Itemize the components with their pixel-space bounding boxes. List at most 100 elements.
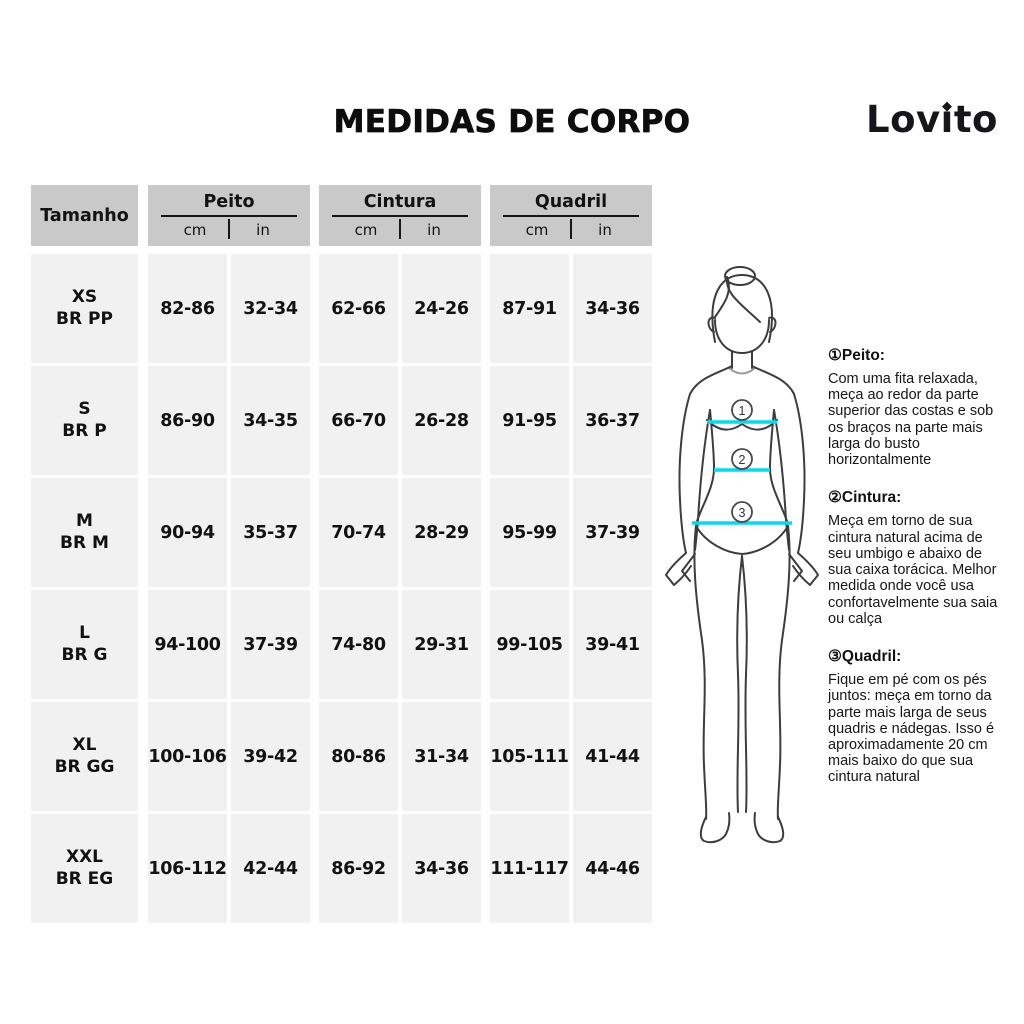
cell-quadril-cm: 105-111 — [490, 702, 569, 811]
brand-seg2: to — [953, 98, 998, 141]
cell-cintura-cm: 74-80 — [319, 590, 398, 699]
leg-inner-right — [741, 555, 748, 813]
table-row: XXL BR EG 106-112 42-44 86-92 34-36 111-… — [31, 814, 652, 923]
cell-quadril-in: 39-41 — [573, 590, 652, 699]
note-quadril: ③Quadril: Fique em pé com os pés juntos:… — [828, 647, 1002, 786]
leg-outer-right — [776, 525, 791, 820]
measure-lines — [692, 420, 792, 525]
group-label-cintura: Cintura — [332, 192, 468, 217]
cell-peito-in: 34-35 — [231, 366, 310, 475]
unit-cm-label: cm — [525, 221, 549, 239]
note-heading-peito: ①Peito: — [828, 347, 885, 364]
shoulder-left — [689, 365, 733, 395]
size-cell: S BR P — [31, 366, 138, 475]
cell-cintura-in: 24-26 — [402, 254, 481, 363]
unit-in-label: in — [427, 221, 441, 239]
face-outline — [714, 319, 770, 354]
size-cell: M BR M — [31, 478, 138, 587]
note-body-cintura: Meça em torno de sua cintura natural aci… — [828, 513, 998, 627]
cell-cintura-cm: 70-74 — [319, 478, 398, 587]
br-size-label: BR P — [62, 420, 107, 441]
hair-swirl-right — [725, 276, 761, 323]
note-body-quadril: Fique em pé com os pés juntos: meça em t… — [828, 672, 995, 786]
size-label: L — [79, 623, 90, 644]
cell-quadril-cm: 87-91 — [490, 254, 569, 363]
cell-quadril-cm: 99-105 — [490, 590, 569, 699]
body-figure-illustration: 1 2 3 — [665, 266, 819, 844]
marker-number-2: 2 — [739, 453, 746, 467]
table-body: XS BR PP 82-86 32-34 62-66 24-26 87-91 3… — [31, 254, 652, 923]
cell-quadril-cm: 91-95 — [490, 366, 569, 475]
cell-quadril-cm: 111-117 — [490, 814, 569, 923]
cell-cintura-cm: 62-66 — [319, 254, 398, 363]
bust-line — [706, 419, 778, 431]
hair-swirl-left — [714, 276, 730, 318]
table-header-row: Tamanho Peito cm in Cintura cm in Quadri… — [31, 185, 652, 246]
bikini-line — [695, 525, 789, 555]
leg-outer-left — [693, 525, 708, 820]
br-size-label: BR PP — [56, 308, 113, 329]
size-label: S — [78, 399, 91, 420]
unit-in-label: in — [256, 221, 270, 239]
ear-left — [707, 316, 716, 333]
note-cintura: ②Cintura: Meça em torno de sua cintura n… — [828, 488, 1002, 627]
cell-quadril-in: 37-39 — [573, 478, 652, 587]
cell-quadril-cm: 95-99 — [490, 478, 569, 587]
cell-cintura-in: 26-28 — [402, 366, 481, 475]
torso-left — [695, 409, 715, 525]
column-header-tamanho: Tamanho — [31, 185, 138, 246]
arm-outer-left — [678, 393, 691, 554]
cell-cintura-in: 31-34 — [402, 702, 481, 811]
marker-number-3: 3 — [739, 506, 746, 520]
diamond-dot-icon: ◆ — [941, 99, 953, 114]
leg-inner-left — [736, 555, 743, 813]
group-label-quadril: Quadril — [503, 192, 639, 217]
group-label-peito: Peito — [161, 192, 297, 217]
brand-i: ◆ ı — [940, 98, 954, 141]
size-label: M — [76, 511, 93, 532]
unit-row: cm in — [332, 217, 468, 243]
collar — [728, 367, 756, 375]
unit-row: cm in — [161, 217, 297, 243]
cell-peito-cm: 82-86 — [148, 254, 227, 363]
cell-peito-in: 35-37 — [231, 478, 310, 587]
hair-outline — [711, 273, 773, 343]
unit-cm-label: cm — [354, 221, 378, 239]
marker-circle-3 — [731, 501, 753, 523]
size-label: XS — [71, 287, 98, 308]
size-table: Tamanho Peito cm in Cintura cm in Quadri… — [31, 185, 652, 923]
table-row: L BR G 94-100 37-39 74-80 29-31 99-105 3… — [31, 590, 652, 699]
table-row: XL BR GG 100-106 39-42 80-86 31-34 105-1… — [31, 702, 652, 811]
hair-bun — [724, 266, 756, 286]
size-cell: XL BR GG — [31, 702, 138, 811]
br-size-label: BR EG — [55, 868, 114, 889]
hand-left — [665, 552, 696, 586]
unit-in-label: in — [598, 221, 612, 239]
brand-seg1: Lov — [866, 98, 941, 141]
cell-cintura-cm: 80-86 — [319, 702, 398, 811]
measurement-notes: ①Peito: Com uma fita relaxada, meça ao r… — [828, 346, 1002, 786]
table-row: M BR M 90-94 35-37 70-74 28-29 95-99 37-… — [31, 478, 652, 587]
column-group-quadril: Quadril cm in — [490, 185, 652, 246]
page-title: MEDIDAS DE CORPO — [333, 104, 691, 141]
size-label: XL — [72, 735, 97, 756]
column-group-cintura: Cintura cm in — [319, 185, 481, 246]
cell-cintura-cm: 86-92 — [319, 814, 398, 923]
cell-quadril-in: 34-36 — [573, 254, 652, 363]
cell-cintura-in: 34-36 — [402, 814, 481, 923]
unit-row: cm in — [503, 217, 639, 243]
marker-circle-2 — [731, 448, 753, 470]
cell-quadril-in: 36-37 — [573, 366, 652, 475]
note-heading-cintura: ②Cintura: — [828, 489, 902, 507]
marker-circle-1 — [731, 399, 753, 421]
cell-peito-cm: 90-94 — [148, 478, 227, 587]
cell-peito-in: 39-42 — [231, 702, 310, 811]
column-group-peito: Peito cm in — [148, 185, 310, 246]
br-size-label: BR M — [60, 532, 109, 553]
unit-divider — [570, 219, 572, 239]
foot-right — [753, 812, 785, 844]
table-row: XS BR PP 82-86 32-34 62-66 24-26 87-91 3… — [31, 254, 652, 363]
brand-logo: Lov ◆ ıto — [866, 98, 998, 141]
note-heading-quadril: ③Quadril: — [828, 648, 902, 666]
size-cell: XXL BR EG — [31, 814, 138, 923]
